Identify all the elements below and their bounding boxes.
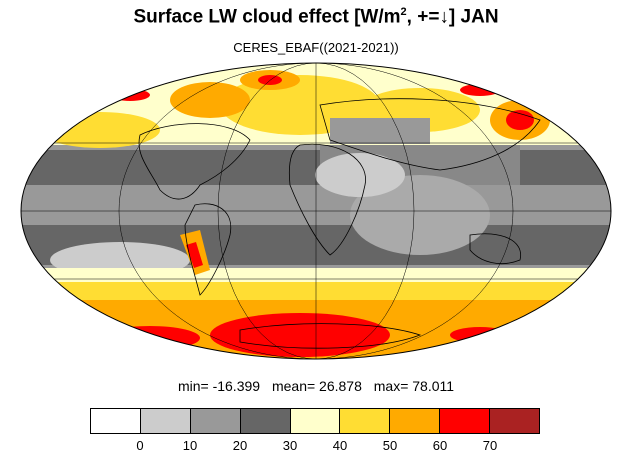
figure-subtitle: CERES_EBAF((2021-2021)) bbox=[233, 40, 399, 55]
colorbar-swatch-1 bbox=[140, 409, 191, 433]
colorbar-tick-label: 20 bbox=[232, 438, 248, 453]
colorbar-tick-label: 50 bbox=[382, 438, 398, 453]
colorbar-tick-label: 30 bbox=[282, 438, 298, 453]
colorbar-tick-label: 40 bbox=[332, 438, 348, 453]
colorbar-swatch-4 bbox=[290, 409, 341, 433]
colorbar-swatch-0 bbox=[91, 409, 141, 433]
mollweide-map bbox=[20, 62, 612, 360]
colorbar-tick-label: 0 bbox=[136, 438, 144, 453]
colorbar-swatch-5 bbox=[340, 409, 391, 433]
mean-value: mean= 26.878 bbox=[271, 378, 362, 394]
colorbar-tick-label: 60 bbox=[432, 438, 448, 453]
min-value: min= -16.399 bbox=[177, 378, 261, 394]
colorbar bbox=[90, 408, 540, 434]
figure-title: Surface LW cloud effect [W/m2, +=↓] JAN bbox=[133, 6, 499, 28]
colorbar-swatch-8 bbox=[490, 409, 540, 433]
colorbar-swatch-3 bbox=[240, 409, 291, 433]
colorbar-ticks: 0 10 20 30 40 50 60 70 bbox=[90, 438, 540, 458]
colorbar-swatch-2 bbox=[190, 409, 241, 433]
statistics-line: min= -16.399 mean= 26.878 max= 78.011 bbox=[0, 378, 632, 394]
colorbar-swatch-6 bbox=[390, 409, 441, 433]
colorbar-tick-label: 70 bbox=[482, 438, 498, 453]
colorbar-swatch-7 bbox=[440, 409, 491, 433]
colorbar-tick-label: 10 bbox=[182, 438, 198, 453]
max-value: max= 78.011 bbox=[373, 378, 455, 394]
